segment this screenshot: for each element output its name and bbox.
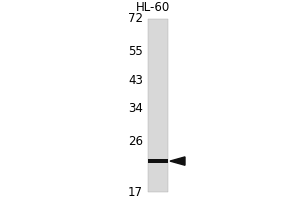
Text: HL-60: HL-60: [136, 1, 170, 14]
Polygon shape: [170, 157, 185, 165]
Text: 34: 34: [128, 102, 143, 115]
Bar: [148, 19, 168, 192]
Bar: [148, 159, 168, 163]
Text: 55: 55: [128, 45, 143, 58]
Text: 43: 43: [128, 74, 143, 87]
Text: 26: 26: [128, 135, 143, 148]
Text: 72: 72: [128, 12, 143, 25]
Text: 17: 17: [128, 186, 143, 199]
